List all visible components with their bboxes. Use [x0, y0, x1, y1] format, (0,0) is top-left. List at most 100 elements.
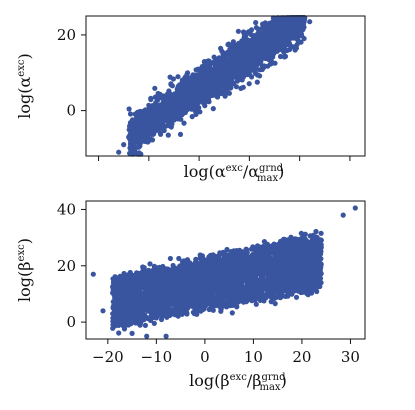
data-point [189, 114, 195, 120]
data-point [272, 301, 278, 307]
data-point [165, 132, 171, 138]
data-point [136, 150, 142, 156]
data-point [182, 74, 188, 80]
data-point [258, 30, 264, 36]
data-point [223, 82, 229, 88]
data-point [248, 27, 255, 33]
data-point [154, 97, 161, 103]
data-point [191, 89, 197, 95]
data-point [157, 103, 163, 109]
data-point [285, 30, 291, 37]
data-point [227, 69, 233, 75]
data-point [134, 115, 140, 121]
data-point [281, 41, 287, 47]
data-point [129, 149, 135, 155]
data-point [206, 58, 212, 64]
data-point [283, 15, 290, 21]
data-point [253, 20, 259, 26]
data-point [116, 330, 122, 336]
data-point [253, 48, 259, 54]
data-point [222, 93, 228, 99]
data-point [191, 75, 197, 81]
data-point [184, 101, 190, 107]
data-point [273, 47, 279, 53]
data-point [253, 36, 259, 42]
data-point [242, 37, 248, 43]
data-point [255, 43, 261, 49]
data-point [146, 102, 152, 108]
data-point [179, 98, 185, 104]
data-point [268, 35, 274, 42]
data-point [228, 85, 234, 91]
data-point [235, 28, 241, 34]
data-point [171, 91, 177, 97]
data-point [151, 320, 157, 326]
data-point [279, 23, 285, 29]
data-point [234, 78, 240, 84]
data-point [206, 88, 213, 94]
data-point [210, 106, 216, 112]
data-point [236, 50, 242, 56]
data-point [145, 130, 151, 136]
data-point [264, 22, 270, 28]
data-point [175, 113, 181, 119]
data-point [140, 111, 146, 118]
data-point [238, 56, 244, 63]
data-point [173, 96, 179, 102]
y-tick-label: 0 [66, 102, 76, 120]
bottom-points [90, 205, 358, 339]
data-point [253, 25, 259, 31]
data-point [177, 131, 184, 137]
data-point [293, 294, 300, 300]
top-points [116, 15, 313, 157]
data-point [259, 66, 265, 72]
data-point [151, 131, 157, 137]
data-point [134, 129, 140, 135]
data-point [238, 72, 244, 78]
data-point [197, 90, 203, 97]
data-point [307, 19, 313, 25]
data-point [200, 71, 206, 78]
data-point [297, 24, 303, 30]
data-point [222, 53, 228, 59]
top-chart: 020 log(αexc/αgrnd max) log(αexc) [15, 15, 366, 184]
data-point [131, 122, 137, 128]
data-point [166, 88, 172, 94]
data-point [179, 82, 186, 88]
data-point [253, 301, 259, 307]
data-point [135, 110, 141, 116]
data-point [140, 122, 146, 128]
data-point [212, 56, 218, 62]
data-point [225, 42, 231, 48]
data-point [289, 15, 295, 21]
data-point [235, 43, 242, 49]
top-y-axis-label: log(αexc) [15, 53, 34, 118]
data-point [272, 60, 278, 66]
data-point [230, 74, 236, 80]
data-point [265, 46, 271, 52]
data-point [176, 255, 182, 262]
data-point [246, 41, 252, 47]
data-point [148, 95, 154, 101]
data-point [267, 61, 274, 67]
data-point [206, 93, 213, 99]
data-point [249, 74, 255, 80]
data-point [171, 117, 177, 123]
data-point [220, 88, 226, 94]
data-point [153, 120, 159, 126]
data-point [284, 23, 291, 29]
data-point [127, 145, 133, 151]
data-point [131, 132, 138, 138]
data-point [158, 109, 164, 115]
data-point [214, 93, 220, 99]
data-point [233, 303, 240, 309]
data-point [201, 93, 207, 99]
y-tick-label: 20 [57, 26, 76, 44]
data-point [163, 111, 169, 117]
data-point [268, 21, 274, 27]
data-point [152, 85, 158, 91]
data-point [161, 127, 167, 134]
data-point [296, 28, 302, 34]
data-point [233, 65, 240, 71]
